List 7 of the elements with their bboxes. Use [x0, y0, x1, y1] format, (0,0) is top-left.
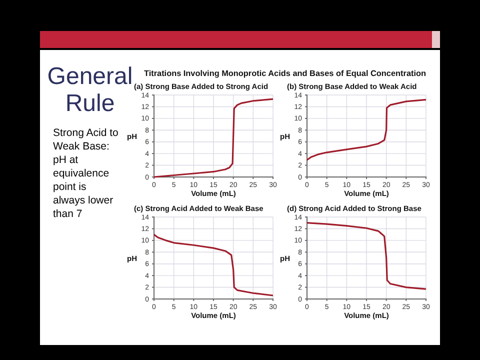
line-series: [306, 222, 427, 290]
text: Titrations Involving Monoprotic Acids and Bases of Equal Concentration: [144, 69, 426, 78]
line-series: [306, 98, 427, 161]
text: General Rule: [47, 63, 133, 117]
line-series: [153, 234, 274, 296]
line-series: [153, 98, 274, 178]
text: Strong Acid to Weak Base: pH at equivalence point is always lower than 7: [53, 127, 119, 220]
